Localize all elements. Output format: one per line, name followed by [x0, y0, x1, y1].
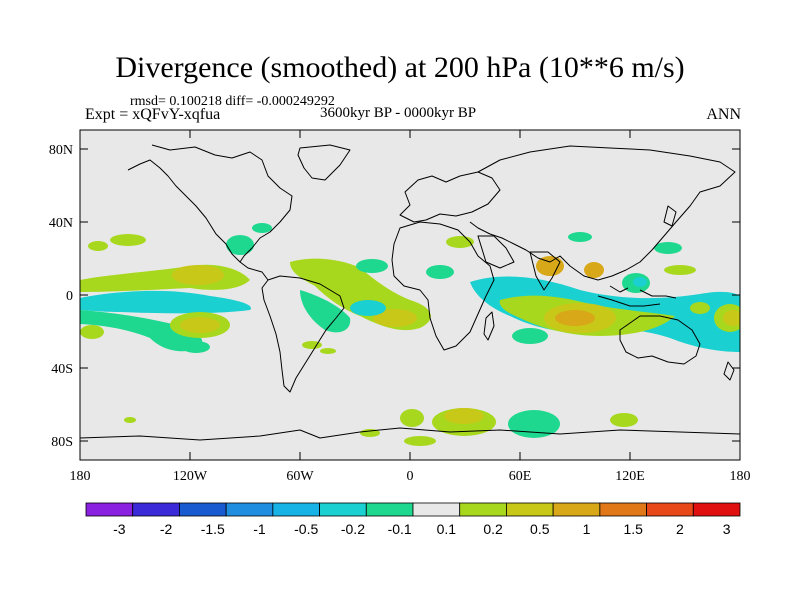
- x-tick-label: 60E: [509, 469, 532, 484]
- contour-patch: [400, 409, 424, 427]
- x-tick-label: 180: [730, 469, 751, 484]
- contour-patch: [584, 262, 604, 278]
- colorbar-label: -3: [113, 521, 126, 537]
- contour-patch: [664, 265, 696, 275]
- colorbar-swatch: [413, 503, 460, 516]
- contour-patch: [88, 241, 108, 251]
- y-tick-label: 80S: [51, 435, 73, 450]
- colorbar-swatch: [86, 503, 133, 516]
- colorbar-label: 0.1: [437, 521, 457, 537]
- contour-patch: [512, 328, 548, 344]
- contour-patch: [226, 235, 254, 255]
- colorbar-label: -1.5: [201, 521, 225, 537]
- colorbar-swatch: [366, 503, 413, 516]
- colorbar-swatch: [133, 503, 180, 516]
- x-tick-label: 120E: [615, 469, 645, 484]
- contour-patch: [426, 265, 454, 279]
- contour-patch: [180, 317, 220, 333]
- contour-patch: [320, 348, 336, 354]
- colorbar-label: -0.5: [294, 521, 318, 537]
- colorbar-swatch: [460, 503, 507, 516]
- contour-patch: [444, 408, 484, 424]
- x-tick-label: 180: [70, 469, 91, 484]
- contour-patch: [568, 232, 592, 242]
- contour-patch: [350, 300, 386, 316]
- y-tick-label: 40S: [51, 362, 73, 377]
- y-tick-label: 40N: [49, 216, 73, 231]
- colorbar-swatch: [506, 503, 553, 516]
- colorbar-swatch: [600, 503, 647, 516]
- x-tick-label: 60W: [286, 469, 314, 484]
- contour-patch: [172, 265, 224, 285]
- contour-patch: [610, 413, 638, 427]
- colorbar-swatch: [179, 503, 226, 516]
- colorbar-swatch: [320, 503, 367, 516]
- colorbar-label: 3: [723, 521, 731, 537]
- colorbar-label: -2: [160, 521, 173, 537]
- colorbar-label: 1: [583, 521, 591, 537]
- contour-patch: [80, 325, 104, 339]
- divergence-map: 80N 40N 0 40S 80S 180 120W 60W 0 60E 120…: [0, 0, 800, 600]
- colorbar-label: -0.2: [341, 521, 365, 537]
- colorbar-label: -0.1: [388, 521, 412, 537]
- contour-patch: [124, 417, 136, 423]
- contour-patch: [404, 436, 436, 446]
- colorbar-label: 1.5: [623, 521, 643, 537]
- contour-patch: [302, 341, 322, 349]
- colorbar-label: -1: [253, 521, 266, 537]
- contour-patch: [690, 302, 710, 314]
- contour-patch: [633, 277, 647, 287]
- y-tick-label: 80N: [49, 143, 73, 158]
- y-tick-label: 0: [66, 289, 73, 304]
- x-tick-label: 0: [407, 469, 414, 484]
- colorbar-swatch: [273, 503, 320, 516]
- contour-patch: [356, 259, 388, 273]
- colorbar: -3 -2 -1.5 -1 -0.5 -0.2 -0.1 0.1 0.2 0.5 1 1.5 2 3: [86, 503, 740, 537]
- colorbar-label: 0.2: [483, 521, 503, 537]
- colorbar-label: 2: [676, 521, 684, 537]
- x-tick-label: 120W: [173, 469, 208, 484]
- contour-patch: [110, 234, 146, 246]
- contour-patch: [182, 341, 210, 353]
- contour-patch: [654, 242, 682, 254]
- colorbar-swatch: [647, 503, 694, 516]
- colorbar-swatch: [693, 503, 740, 516]
- colorbar-swatch: [553, 503, 600, 516]
- colorbar-label: 0.5: [530, 521, 550, 537]
- contour-patch: [555, 310, 595, 326]
- colorbar-swatch: [226, 503, 273, 516]
- contour-patch: [252, 223, 272, 233]
